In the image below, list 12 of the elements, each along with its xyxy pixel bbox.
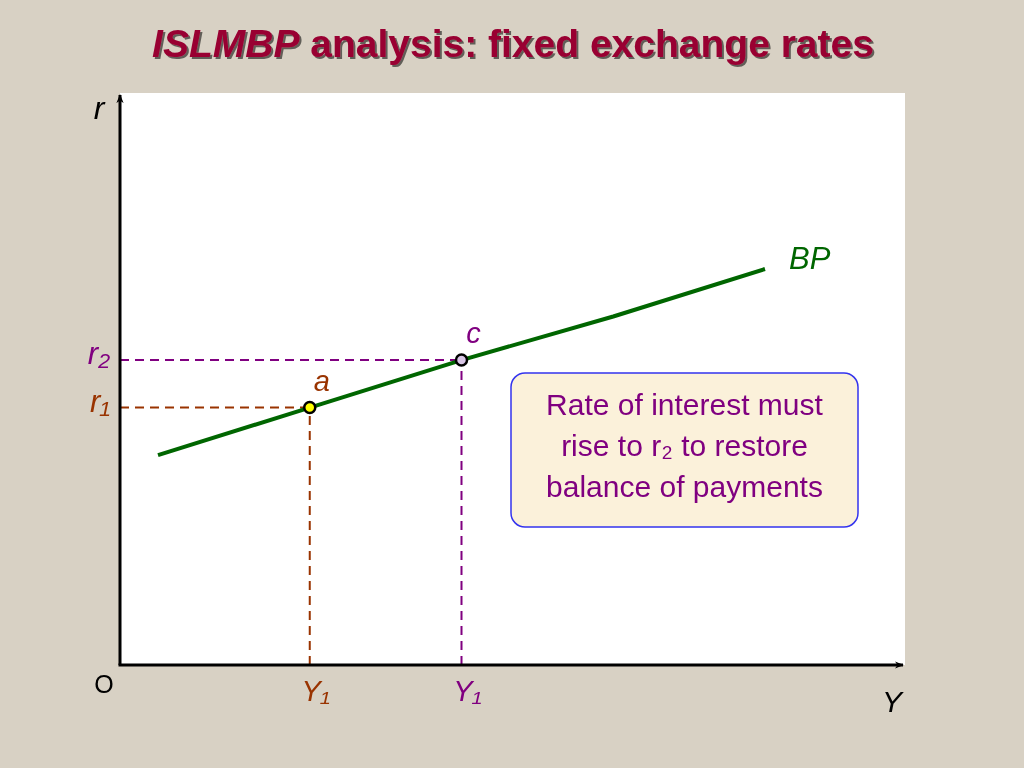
annotation: c bbox=[466, 317, 482, 350]
annotation: Rate of interest must rise to r₂ to restore balance of payments bbox=[546, 388, 824, 503]
annotation: a bbox=[313, 364, 330, 397]
x-tick-label: Y₁ bbox=[453, 675, 482, 707]
ref-line-label: r₁ bbox=[89, 383, 111, 419]
ref-line-label: r₂ bbox=[87, 336, 111, 372]
x-axis-title: Y bbox=[881, 685, 904, 718]
series-label: BP bbox=[789, 241, 831, 276]
x-tick-label: Y₁ bbox=[301, 675, 330, 707]
chart-title: ISLMBP analysis: fixed exchange rates bbox=[152, 22, 874, 65]
text: O bbox=[94, 670, 114, 698]
y-axis-title: r bbox=[93, 90, 106, 126]
